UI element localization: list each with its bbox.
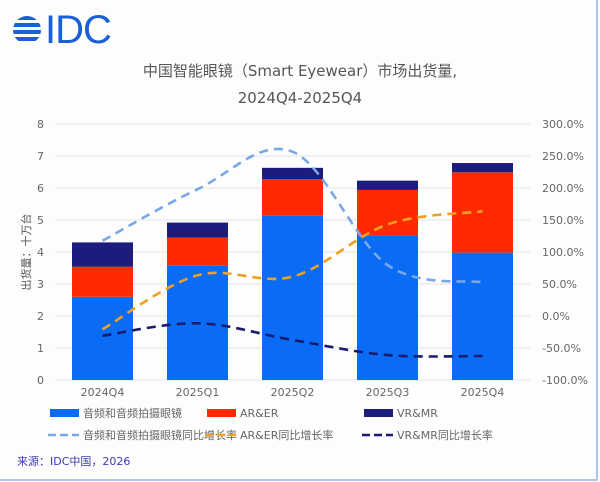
y-tick-label: 6 xyxy=(37,182,44,195)
bar-segment xyxy=(262,167,323,180)
bar-segment xyxy=(452,252,513,380)
idc-logo: IDC xyxy=(12,8,112,52)
y2-tick-label: 200.0% xyxy=(542,182,584,195)
chart-title-line2: 2024Q4-2025Q4 xyxy=(237,89,363,107)
y-tick-label: 5 xyxy=(37,214,44,227)
legend-label: AR&ER同比增长率 xyxy=(240,428,333,442)
y-tick-label: 8 xyxy=(37,118,44,131)
legend-label: VR&MR同比增长率 xyxy=(397,428,493,442)
y-tick-label: 2 xyxy=(37,310,44,323)
bar-segment xyxy=(357,180,418,190)
x-tick-label: 2025Q3 xyxy=(366,386,410,399)
logo-text: IDC xyxy=(45,8,112,52)
growth-line xyxy=(102,321,483,358)
bar-segment xyxy=(72,242,133,267)
legend-label: VR&MR xyxy=(397,407,438,420)
x-tick-label: 2025Q2 xyxy=(271,386,315,399)
y-axis-label: 出货量：十万台 xyxy=(19,214,33,291)
source-note: 来源：IDC中国，2026 xyxy=(17,455,131,468)
legend-label: 音频和音频拍摄眼镜同比增长率 xyxy=(83,428,237,442)
bar-segment xyxy=(72,266,133,297)
growth-line xyxy=(101,147,483,284)
bar-segment xyxy=(167,237,228,266)
bar-segment xyxy=(357,189,418,236)
x-tick-label: 2025Q4 xyxy=(461,386,505,399)
globe-icon xyxy=(13,16,41,41)
bar-segment xyxy=(357,235,418,380)
y2-tick-label: 100.0% xyxy=(542,246,584,259)
bar-segment xyxy=(72,296,133,380)
legend-label: 音频和音频拍摄眼镜 xyxy=(83,406,182,420)
bar-segment xyxy=(262,215,323,380)
legend-swatch xyxy=(50,409,79,417)
bar-segment xyxy=(167,222,228,238)
y2-tick-label: 150.0% xyxy=(542,214,584,227)
legend-label: AR&ER xyxy=(240,407,279,420)
legend-swatch xyxy=(207,409,236,417)
y-tick-label: 1 xyxy=(37,342,44,355)
y2-tick-label: -100.0% xyxy=(542,374,588,387)
y2-tick-label: 250.0% xyxy=(542,150,584,163)
x-tick-label: 2024Q4 xyxy=(81,386,125,399)
bar-segment xyxy=(262,179,323,216)
y2-tick-label: -50.0% xyxy=(542,342,581,355)
y2-tick-label: 0.0% xyxy=(542,310,570,323)
bar-segment xyxy=(452,163,513,173)
y2-tick-label: 300.0% xyxy=(542,118,584,131)
y2-tick-label: 50.0% xyxy=(542,278,577,291)
legend-swatch xyxy=(364,409,393,417)
y-tick-label: 4 xyxy=(37,246,44,259)
chart-title-line1: 中国智能眼镜（Smart Eyewear）市场出货量, xyxy=(142,62,458,80)
y-tick-label: 3 xyxy=(37,278,44,291)
x-tick-label: 2025Q1 xyxy=(176,386,220,399)
y-tick-label: 0 xyxy=(37,374,44,387)
y-tick-label: 7 xyxy=(37,150,44,163)
